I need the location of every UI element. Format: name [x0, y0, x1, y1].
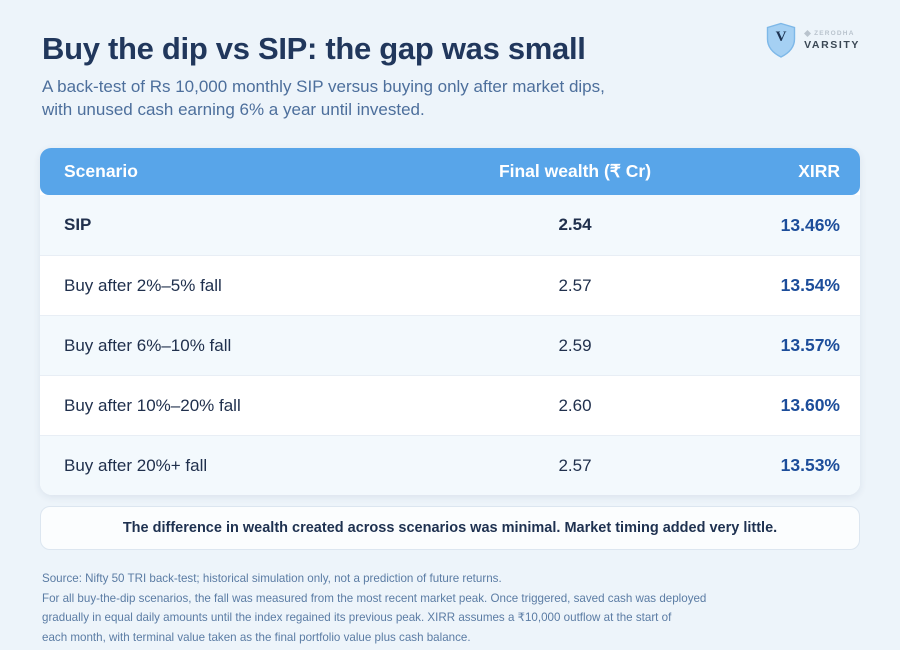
varsity-wordmark: VARSITY	[804, 39, 860, 51]
header-final-wealth: Final wealth (₹ Cr)	[498, 161, 652, 181]
footnote-line: gradually in equal daily amounts until t…	[42, 611, 672, 624]
cell-xirr: 13.54%	[780, 275, 840, 295]
shield-letter: V	[775, 29, 787, 45]
footnote-line: Source: Nifty 50 TRI back-test; historic…	[42, 572, 502, 585]
table-row: SIP 2.54 13.46%	[40, 195, 860, 255]
logo-text: ZERODHA VARSITY	[804, 30, 860, 51]
cell-scenario: Buy after 2%–5% fall	[64, 275, 222, 295]
source-footnote: Source: Nifty 50 TRI back-test; historic…	[42, 569, 858, 647]
cell-scenario: Buy after 6%–10% fall	[64, 335, 232, 355]
zerodha-kite-icon	[804, 30, 812, 37]
key-takeaway-callout: The difference in wealth created across …	[40, 506, 860, 550]
cell-final-wealth: 2.60	[558, 395, 592, 415]
cell-scenario: Buy after 20%+ fall	[64, 455, 208, 475]
cell-final-wealth: 2.57	[558, 455, 592, 475]
subtitle-line-1: A back-test of Rs 10,000 monthly SIP ver…	[42, 77, 605, 96]
callout-text: The difference in wealth created across …	[122, 520, 778, 536]
footnote-line: For all buy-the-dip scenarios, the fall …	[42, 591, 707, 605]
cell-final-wealth: 2.54	[558, 215, 592, 234]
zerodha-label: ZERODHA	[814, 30, 855, 37]
cell-final-wealth: 2.59	[558, 335, 592, 355]
varsity-shield-icon: V	[765, 22, 797, 59]
page-subtitle: A back-test of Rs 10,000 monthly SIP ver…	[42, 75, 858, 121]
cell-scenario: Buy after 10%–20% fall	[64, 395, 241, 415]
zerodha-varsity-logo: V ZERODHA VARSITY	[765, 22, 860, 59]
cell-scenario: SIP	[64, 215, 92, 234]
footnote-line: each month, with terminal value taken as…	[42, 630, 471, 644]
cell-xirr: 13.57%	[780, 335, 840, 355]
subtitle-line-2: with unused cash earning 6% a year until…	[42, 100, 425, 119]
table-row: Buy after 6%–10% fall 2.59 13.57%	[40, 315, 860, 375]
cell-xirr: 13.60%	[780, 395, 840, 415]
table-row: Buy after 10%–20% fall 2.60 13.60%	[40, 375, 860, 435]
header: Buy the dip vs SIP: the gap was small A …	[0, 0, 900, 121]
results-table: Scenario Final wealth (₹ Cr) XIRR SIP 2.…	[40, 148, 860, 495]
zerodha-wordmark: ZERODHA	[804, 30, 860, 37]
cell-final-wealth: 2.57	[558, 275, 592, 295]
cell-xirr: 13.53%	[780, 455, 840, 475]
header-scenario: Scenario	[64, 161, 138, 181]
table-row: Buy after 20%+ fall 2.57 13.53%	[40, 435, 860, 495]
header-xirr: XIRR	[798, 161, 840, 181]
cell-xirr: 13.46%	[780, 214, 840, 235]
table-header-row: Scenario Final wealth (₹ Cr) XIRR	[40, 148, 860, 195]
page-title: Buy the dip vs SIP: the gap was small	[42, 31, 586, 66]
table-row: Buy after 2%–5% fall 2.57 13.54%	[40, 255, 860, 315]
